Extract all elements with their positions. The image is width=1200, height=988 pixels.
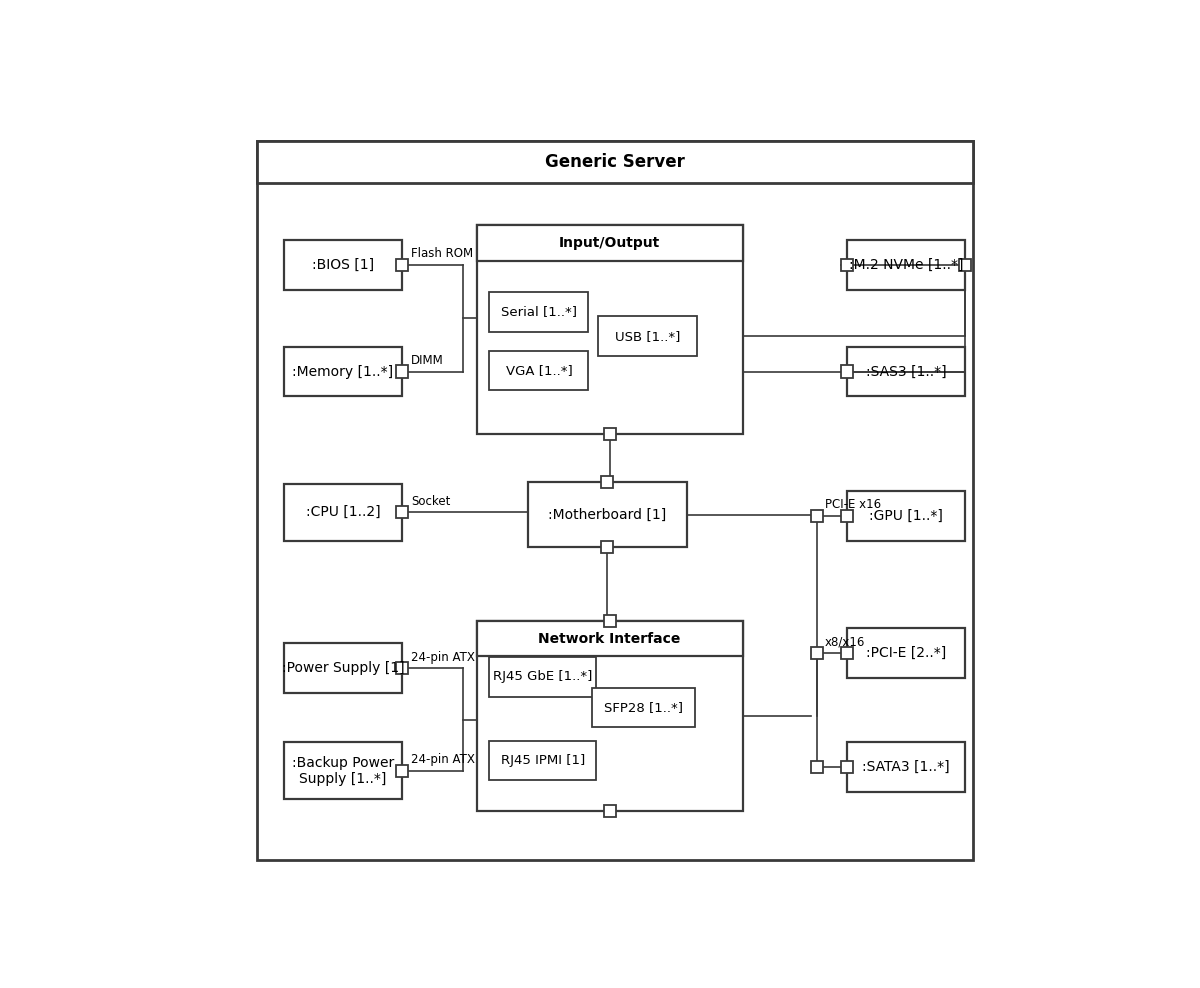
Bar [841, 647, 853, 659]
Bar [810, 510, 823, 522]
Text: :SATA3 [1..*]: :SATA3 [1..*] [862, 760, 950, 775]
Bar [490, 292, 588, 332]
Text: :Backup Power
Supply [1..*]: :Backup Power Supply [1..*] [292, 756, 394, 786]
Bar [284, 240, 402, 289]
Bar [528, 482, 688, 547]
Text: :SAS3 [1..*]: :SAS3 [1..*] [865, 365, 947, 378]
Text: Socket: Socket [412, 495, 450, 508]
Text: USB [1..*]: USB [1..*] [616, 330, 680, 343]
Text: 24-pin ATX: 24-pin ATX [412, 651, 475, 664]
Bar [604, 428, 616, 441]
Bar [490, 741, 596, 781]
Bar [284, 347, 402, 396]
Bar [601, 476, 613, 488]
Bar [841, 366, 853, 377]
Bar [490, 351, 588, 390]
Text: :M.2 NVMe [1..*]: :M.2 NVMe [1..*] [848, 258, 964, 272]
Text: :Power Supply [1]: :Power Supply [1] [282, 661, 404, 675]
Text: PCI-E x16: PCI-E x16 [824, 499, 881, 512]
Bar [396, 259, 408, 271]
Bar [476, 620, 743, 811]
Bar [396, 662, 408, 674]
Bar [599, 316, 697, 356]
Bar [476, 225, 743, 435]
Text: DIMM: DIMM [412, 354, 444, 367]
Bar [847, 347, 965, 396]
Text: Flash ROM: Flash ROM [412, 247, 473, 261]
Text: :PCI-E [2..*]: :PCI-E [2..*] [866, 646, 946, 660]
Text: SFP28 [1..*]: SFP28 [1..*] [604, 700, 683, 714]
Bar [959, 259, 971, 271]
Text: Serial [1..*]: Serial [1..*] [500, 305, 577, 318]
Text: :Memory [1..*]: :Memory [1..*] [293, 365, 394, 378]
Bar [476, 225, 743, 261]
Text: 24-pin ATX: 24-pin ATX [412, 753, 475, 767]
Text: RJ45 IPMI [1]: RJ45 IPMI [1] [500, 754, 584, 767]
Text: :BIOS [1]: :BIOS [1] [312, 258, 374, 272]
Bar [490, 657, 596, 697]
Bar [847, 240, 965, 289]
Bar [847, 491, 965, 540]
Bar [841, 259, 853, 271]
Bar [396, 366, 408, 377]
Text: :CPU [1..2]: :CPU [1..2] [306, 505, 380, 520]
Text: Generic Server: Generic Server [545, 153, 685, 171]
Text: Input/Output: Input/Output [559, 236, 660, 250]
Bar [847, 742, 965, 791]
Text: x8/x16: x8/x16 [824, 635, 865, 648]
Bar [601, 540, 613, 553]
Text: :Motherboard [1]: :Motherboard [1] [548, 508, 666, 522]
Bar [604, 805, 616, 817]
Bar [604, 615, 616, 626]
Bar [847, 628, 965, 678]
Text: Network Interface: Network Interface [539, 631, 680, 645]
Bar [284, 742, 402, 799]
Text: :GPU [1..*]: :GPU [1..*] [869, 509, 943, 523]
Bar [284, 643, 402, 693]
Bar [841, 510, 853, 522]
Text: RJ45 GbE [1..*]: RJ45 GbE [1..*] [493, 671, 593, 684]
Bar [396, 506, 408, 519]
Text: VGA [1..*]: VGA [1..*] [505, 364, 572, 376]
Bar [284, 484, 402, 540]
Bar [476, 620, 743, 656]
Bar [810, 761, 823, 774]
Bar [258, 141, 972, 183]
Bar [841, 761, 853, 774]
Bar [810, 647, 823, 659]
Bar [396, 765, 408, 777]
Bar [592, 688, 695, 727]
